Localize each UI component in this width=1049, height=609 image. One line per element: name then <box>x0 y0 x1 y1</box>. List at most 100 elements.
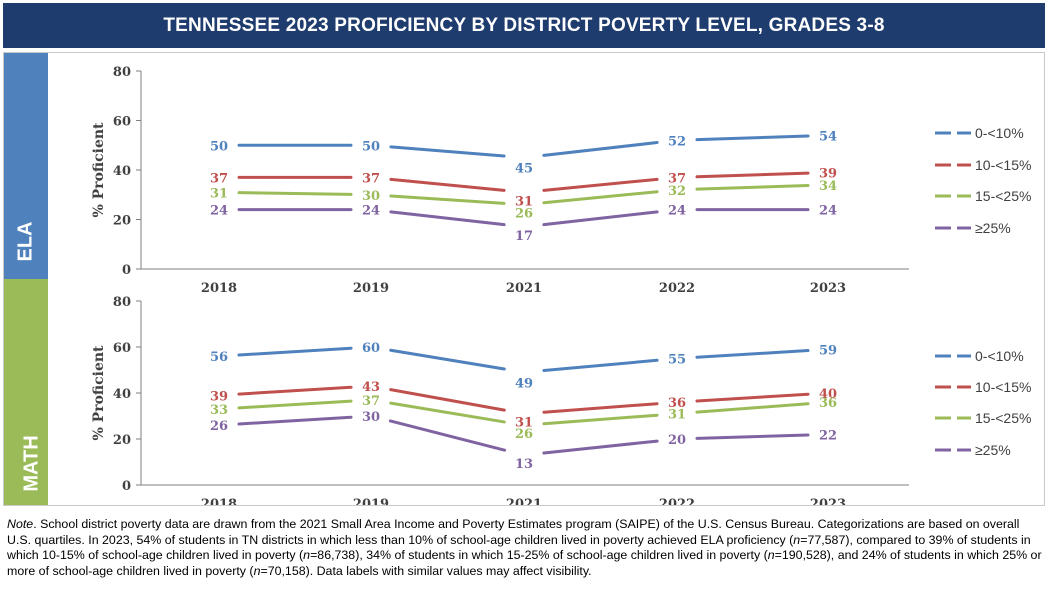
x-tick-label: 2019 <box>353 497 389 505</box>
series-line-segment <box>237 385 353 396</box>
series-line-segment <box>389 348 506 371</box>
data-label: 59 <box>819 343 837 358</box>
data-label: 24 <box>210 204 228 219</box>
ela-panel-band: ELA <box>4 53 48 279</box>
y-tick-label: 20 <box>113 433 131 448</box>
data-label: 60 <box>362 341 380 356</box>
series-line-segment <box>695 134 810 142</box>
series-line-segment <box>542 439 659 455</box>
data-label: 24 <box>668 204 686 219</box>
series-line-segment <box>542 177 659 192</box>
series-line-segment <box>389 388 506 412</box>
legend-label: ≥25% <box>975 442 1011 458</box>
x-tick-label: 2018 <box>201 497 237 505</box>
data-label: 45 <box>515 162 533 177</box>
note-italic-n: n <box>253 563 261 578</box>
series-line-segment <box>542 358 659 373</box>
series-line-segment <box>542 210 659 227</box>
series-line-segment <box>389 401 506 424</box>
note-italic-n: n <box>303 548 311 563</box>
series-line-segment <box>237 399 353 410</box>
x-tick-label: 2021 <box>506 497 542 505</box>
data-label: 30 <box>362 410 380 425</box>
data-label: 36 <box>819 396 837 411</box>
series-line-segment <box>542 141 659 157</box>
data-label: 24 <box>819 204 837 219</box>
x-tick-label: 2022 <box>659 281 695 296</box>
data-label: 31 <box>210 186 228 201</box>
data-label: 26 <box>210 419 228 434</box>
x-tick-label: 2021 <box>506 281 542 296</box>
series-line-segment <box>388 419 507 452</box>
series-line-segment <box>542 190 659 205</box>
math-panel-band: MATH <box>4 279 48 505</box>
series-line-segment <box>237 191 353 196</box>
data-label: 37 <box>362 394 380 409</box>
x-tick-label: 2018 <box>201 281 237 296</box>
series-line-segment <box>237 415 353 426</box>
series-line-segment <box>695 392 810 403</box>
y-tick-label: 60 <box>113 341 131 356</box>
y-tick-label: 80 <box>113 295 131 310</box>
data-label: 13 <box>515 457 533 472</box>
series-line-segment <box>389 177 506 192</box>
y-tick-label: 80 <box>113 65 131 80</box>
note-italic-n: n <box>767 548 775 563</box>
data-label: 33 <box>210 403 228 418</box>
note-lead: Note <box>7 517 34 531</box>
data-label: 54 <box>819 129 837 144</box>
legend-label: 10-<15% <box>975 379 1031 395</box>
x-tick-label: 2023 <box>810 281 846 296</box>
legend-label: 15-<25% <box>975 410 1031 426</box>
data-label: 39 <box>819 166 837 181</box>
data-label: 43 <box>362 380 380 395</box>
note-text: =77,587), compared to 39% of students in… <box>7 532 1031 563</box>
data-label: 50 <box>362 139 380 154</box>
data-label: 49 <box>515 376 533 391</box>
data-label: 39 <box>210 389 228 404</box>
data-label: 37 <box>210 171 228 186</box>
data-label: 36 <box>668 396 686 411</box>
series-line-segment <box>695 171 810 179</box>
series-line-segment <box>237 346 353 357</box>
note-italic-n: n <box>793 532 801 547</box>
y-tick-label: 0 <box>122 479 131 494</box>
series-line-segment <box>542 413 659 426</box>
series-line-segment <box>389 145 506 158</box>
data-label: 37 <box>668 171 686 186</box>
chart-note: Note. School district poverty data are d… <box>7 517 1042 579</box>
legend-label: 0-<10% <box>975 348 1024 364</box>
series-line-segment <box>389 210 506 227</box>
y-tick-label: 60 <box>113 115 131 130</box>
data-label: 32 <box>668 184 686 199</box>
data-label: 31 <box>515 416 533 431</box>
data-label: 55 <box>668 353 686 368</box>
series-line-segment <box>695 349 810 359</box>
x-tick-label: 2022 <box>659 497 695 505</box>
y-axis-label: % Proficient <box>91 345 107 441</box>
data-label: 26 <box>515 207 533 222</box>
data-label: 34 <box>819 179 837 194</box>
series-line-segment <box>695 184 810 191</box>
y-tick-label: 40 <box>113 164 131 179</box>
x-tick-label: 2019 <box>353 281 389 296</box>
legend-label: 15-<25% <box>975 188 1031 204</box>
data-label: 50 <box>210 139 228 154</box>
data-label: 56 <box>210 350 228 365</box>
y-axis-label: % Proficient <box>91 122 107 218</box>
note-text: =70,158). Data labels with similar value… <box>260 563 592 578</box>
data-label: 22 <box>819 428 837 443</box>
data-label: 30 <box>362 189 380 204</box>
data-label: 31 <box>668 408 686 423</box>
data-label: 40 <box>819 387 837 402</box>
data-label: 31 <box>515 194 533 209</box>
y-tick-label: 0 <box>122 263 131 278</box>
series-line-segment <box>389 194 506 205</box>
note-text: =190,528), and 24% of students in which … <box>7 548 1042 578</box>
note-body: . School district poverty data are drawn… <box>7 517 1042 578</box>
y-tick-label: 40 <box>113 387 131 402</box>
note-text: =86,738), 34% of students in which 15-25… <box>310 548 768 563</box>
data-label: 20 <box>668 433 686 448</box>
series-line-segment <box>695 402 810 414</box>
